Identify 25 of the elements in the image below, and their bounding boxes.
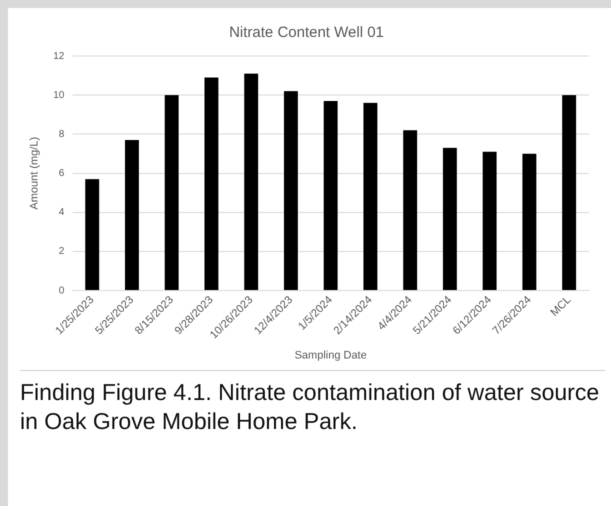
- y-tick-label: 0: [58, 285, 65, 296]
- y-tick-label: 12: [53, 50, 65, 62]
- y-tick-label: 8: [58, 128, 65, 140]
- bar: [482, 152, 497, 290]
- y-tick-label: 2: [58, 246, 65, 258]
- bar: [363, 102, 378, 290]
- y-tick-label: 10: [53, 90, 65, 101]
- y-axis-title: Amount (mg/L): [28, 136, 41, 210]
- chart-title: Nitrate Content Well 01: [229, 24, 384, 42]
- y-tick-label: 6: [58, 168, 65, 180]
- bar: [244, 74, 258, 290]
- bar: [85, 179, 100, 290]
- text: Finding Figure 4.1. Nitrate contamination of water source in Oak Grove Mobile Home Park.: [20, 378, 600, 436]
- bar: [324, 100, 338, 290]
- x-axis-title: Sampling Date: [294, 349, 367, 362]
- bar: [284, 91, 298, 290]
- bar: [204, 78, 218, 290]
- bar: [164, 95, 179, 290]
- bar: [124, 140, 139, 290]
- x-tick-label: MCL: [548, 294, 574, 319]
- y-tick-label: 4: [58, 207, 65, 218]
- bar: [562, 95, 576, 290]
- bar: [522, 154, 536, 290]
- bar: [442, 148, 457, 290]
- bar: [403, 130, 418, 290]
